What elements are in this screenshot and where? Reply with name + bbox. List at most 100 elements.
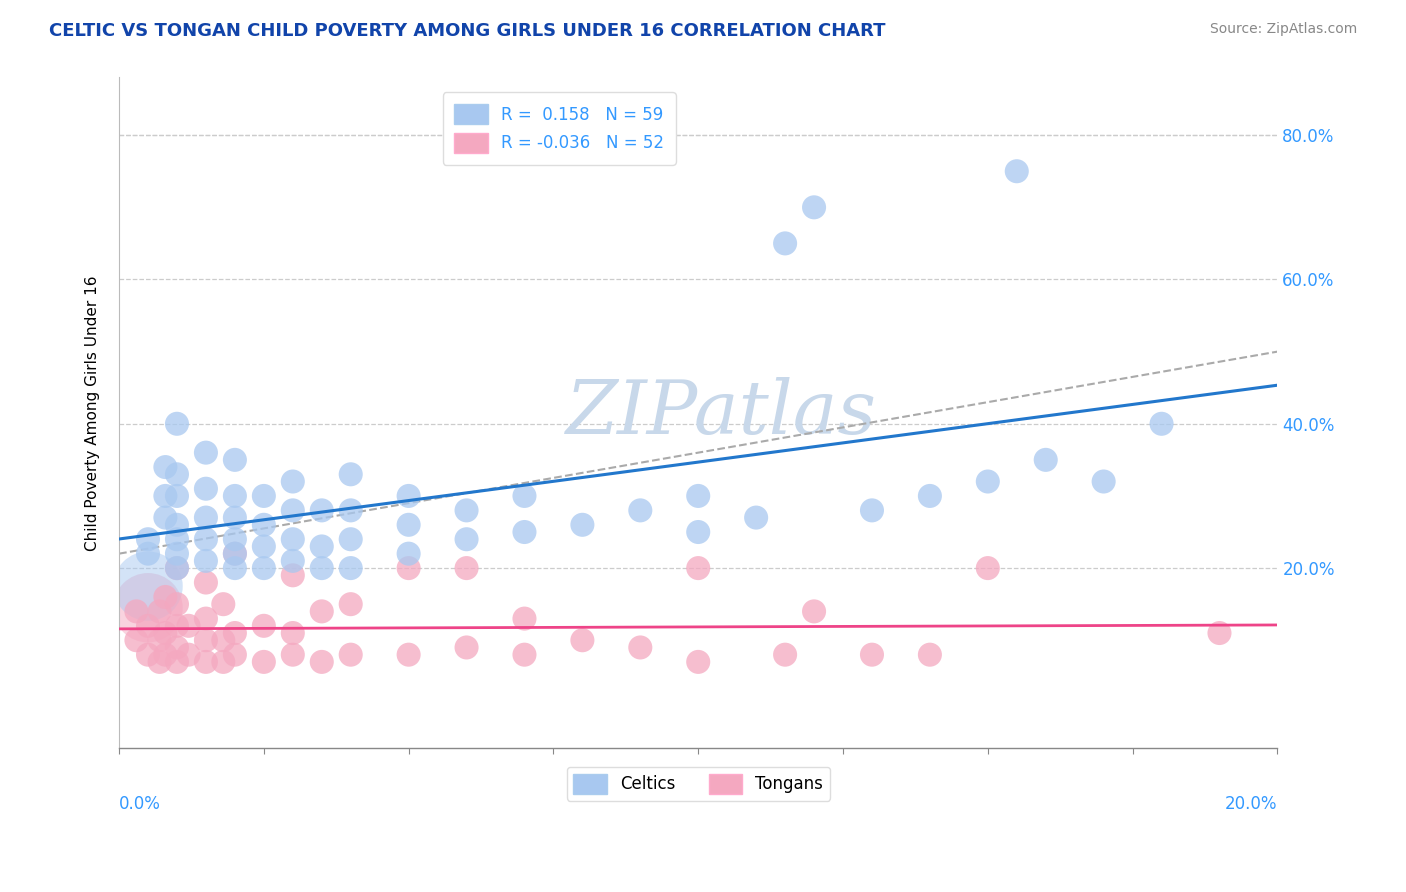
Point [155,489,177,503]
Point [136,533,159,547]
Point [194,575,217,590]
Point [628,503,651,517]
Point [513,648,536,662]
Point [688,561,710,575]
Point [177,619,200,633]
Point [1092,475,1115,489]
Point [281,475,304,489]
Point [456,640,478,655]
Point [456,561,478,575]
Point [224,453,246,467]
Point [155,460,177,475]
Point [224,626,246,640]
Point [224,489,246,503]
Y-axis label: Child Poverty Among Girls Under 16: Child Poverty Among Girls Under 16 [86,276,100,550]
Point [224,648,246,662]
Point [688,655,710,669]
Point [253,655,276,669]
Point [194,655,217,669]
Point [1208,626,1230,640]
Point [166,533,188,547]
Point [977,475,1000,489]
Point [149,655,172,669]
Text: CELTIC VS TONGAN CHILD POVERTY AMONG GIRLS UNDER 16 CORRELATION CHART: CELTIC VS TONGAN CHILD POVERTY AMONG GIR… [49,22,886,40]
Point [166,489,188,503]
Point [224,547,246,561]
Point [977,561,1000,575]
Point [513,489,536,503]
Point [194,633,217,648]
Point [745,510,768,524]
Point [166,597,188,611]
Point [224,533,246,547]
Point [571,633,593,648]
Point [339,561,361,575]
Point [311,561,333,575]
Point [281,533,304,547]
Point [194,445,217,459]
Point [149,633,172,648]
Point [281,626,304,640]
Point [212,633,235,648]
Point [918,489,941,503]
Point [194,554,217,568]
Point [166,640,188,655]
Point [281,648,304,662]
Point [155,590,177,604]
Point [155,626,177,640]
Point [803,604,825,618]
Point [773,648,796,662]
Point [166,619,188,633]
Point [136,600,159,615]
Point [155,510,177,524]
Point [1150,417,1173,431]
Point [194,482,217,496]
Point [166,547,188,561]
Point [803,200,825,214]
Point [398,517,420,532]
Point [194,510,217,524]
Point [281,554,304,568]
Point [339,503,361,517]
Point [224,547,246,561]
Text: ZIPatlas: ZIPatlas [565,376,877,450]
Point [339,533,361,547]
Point [136,547,159,561]
Point [281,503,304,517]
Point [456,503,478,517]
Point [194,612,217,626]
Point [398,547,420,561]
Point [311,503,333,517]
Point [166,655,188,669]
Point [398,561,420,575]
Point [253,561,276,575]
Point [136,619,159,633]
Point [155,648,177,662]
Point [860,648,883,662]
Point [224,561,246,575]
Point [1005,164,1028,178]
Point [136,579,159,593]
Point [253,619,276,633]
Point [860,503,883,517]
Point [339,648,361,662]
Legend: Celtics, Tongans: Celtics, Tongans [567,767,830,800]
Point [281,568,304,582]
Point [253,540,276,554]
Point [177,648,200,662]
Point [311,655,333,669]
Point [1035,453,1057,467]
Point [194,533,217,547]
Point [212,597,235,611]
Point [398,489,420,503]
Point [773,236,796,251]
Point [311,604,333,618]
Point [339,467,361,482]
Point [688,489,710,503]
Point [253,489,276,503]
Point [339,597,361,611]
Point [166,417,188,431]
Point [166,561,188,575]
Point [224,510,246,524]
Point [212,655,235,669]
